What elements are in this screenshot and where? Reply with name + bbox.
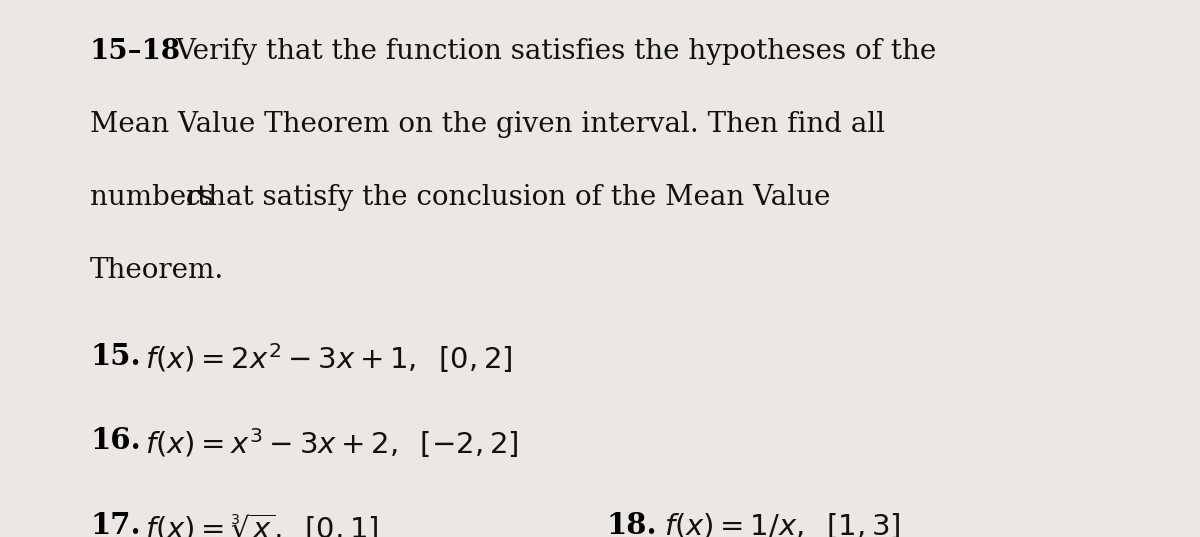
Text: $f(x) = 1/x,$$\;\;$$[1, 3]$: $f(x) = 1/x,$$\;\;$$[1, 3]$ bbox=[664, 511, 900, 537]
Text: 16.: 16. bbox=[90, 426, 140, 455]
Text: $f(x) = x^3 - 3x + 2,$$\;\;$$[-2, 2]$: $f(x) = x^3 - 3x + 2,$$\;\;$$[-2, 2]$ bbox=[145, 426, 518, 460]
Text: Theorem.: Theorem. bbox=[90, 257, 224, 284]
Text: 15–18: 15–18 bbox=[90, 38, 181, 64]
Text: 17.: 17. bbox=[90, 511, 140, 537]
Text: Mean Value Theorem on the given interval. Then find all: Mean Value Theorem on the given interval… bbox=[90, 111, 886, 137]
Text: that satisfy the conclusion of the Mean Value: that satisfy the conclusion of the Mean … bbox=[197, 184, 830, 211]
Text: 18.: 18. bbox=[606, 511, 656, 537]
Text: $f(x) = 2x^2 - 3x + 1,$$\;\;$$[0, 2]$: $f(x) = 2x^2 - 3x + 1,$$\;\;$$[0, 2]$ bbox=[145, 342, 512, 375]
Text: numbers: numbers bbox=[90, 184, 222, 211]
Text: c: c bbox=[186, 184, 200, 211]
Text: Verify that the function satisfies the hypotheses of the: Verify that the function satisfies the h… bbox=[175, 38, 936, 64]
Text: $f(x) = \sqrt[3]{x},$$\;\;$$[0, 1]$: $f(x) = \sqrt[3]{x},$$\;\;$$[0, 1]$ bbox=[145, 511, 379, 537]
Text: 15.: 15. bbox=[90, 342, 140, 371]
